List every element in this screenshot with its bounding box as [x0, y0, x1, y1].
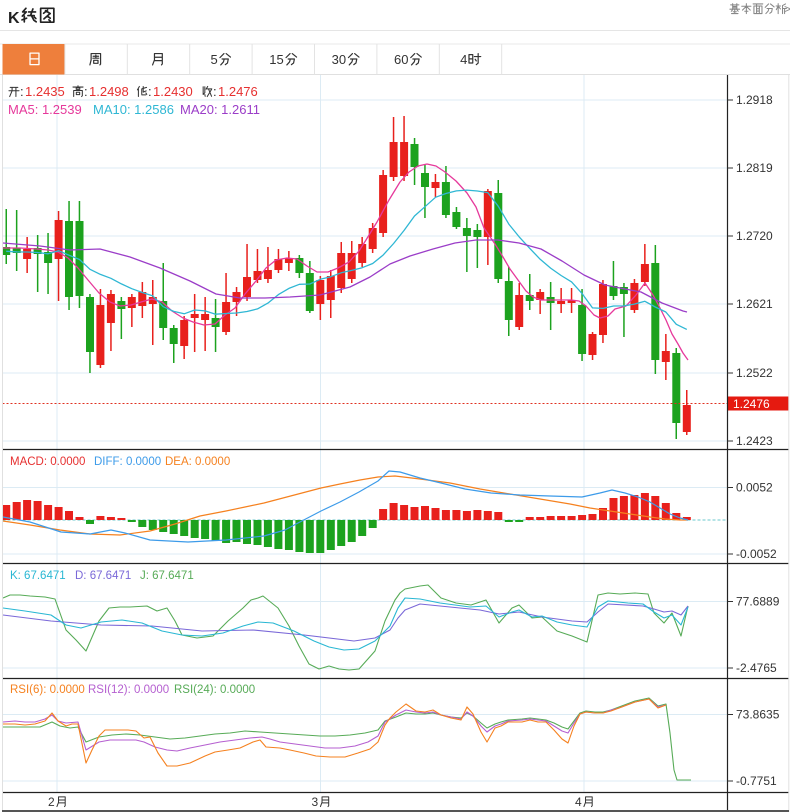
svg-text:K: 67.6471: K: 67.6471	[10, 570, 66, 582]
svg-text:>: >	[784, 2, 790, 16]
svg-text:-0.7751: -0.7751	[736, 774, 777, 788]
svg-text:RSI(24): 0.0000: RSI(24): 0.0000	[174, 684, 255, 696]
svg-text:1.2621: 1.2621	[736, 297, 773, 311]
svg-text:DIFF: 0.0000: DIFF: 0.0000	[94, 456, 161, 468]
svg-text:MACD: 0.0000: MACD: 0.0000	[10, 456, 85, 468]
svg-text:1.2430: 1.2430	[153, 84, 193, 99]
svg-text:1.2423: 1.2423	[736, 434, 773, 448]
svg-text::: :	[213, 84, 217, 99]
svg-text:4: 4	[460, 52, 467, 67]
svg-text:77.6889: 77.6889	[736, 595, 780, 609]
svg-text:60: 60	[394, 52, 408, 67]
svg-text:MA5: 1.2539: MA5: 1.2539	[8, 102, 82, 117]
svg-text:73.8635: 73.8635	[736, 708, 780, 722]
svg-text:MA20: 1.2611: MA20: 1.2611	[180, 102, 260, 117]
svg-text:2: 2	[48, 795, 55, 809]
svg-text:-2.4765: -2.4765	[736, 661, 777, 675]
svg-text::: :	[148, 84, 152, 99]
svg-text:J: 67.6471: J: 67.6471	[140, 570, 194, 582]
svg-text:-0.0052: -0.0052	[736, 547, 777, 561]
svg-text:5: 5	[211, 52, 218, 67]
svg-text:1.2498: 1.2498	[89, 84, 129, 99]
svg-text:D: 67.6471: D: 67.6471	[75, 570, 131, 582]
svg-text:DEA: 0.0000: DEA: 0.0000	[165, 456, 230, 468]
svg-text:MA10: 1.2586: MA10: 1.2586	[93, 102, 174, 117]
svg-text:K: K	[8, 10, 20, 27]
svg-text:1.2720: 1.2720	[736, 229, 773, 243]
svg-text:30: 30	[332, 52, 346, 67]
svg-text::: :	[84, 84, 88, 99]
svg-text::: :	[20, 84, 24, 99]
svg-text:RSI(12): 0.0000: RSI(12): 0.0000	[88, 684, 169, 696]
svg-text:RSI(6): 0.0000: RSI(6): 0.0000	[10, 684, 85, 696]
svg-text:0.0052: 0.0052	[736, 481, 773, 495]
svg-text:4: 4	[575, 795, 582, 809]
svg-text:1.2918: 1.2918	[736, 93, 773, 107]
svg-text:1.2435: 1.2435	[25, 84, 65, 99]
svg-text:1.2819: 1.2819	[736, 161, 773, 175]
svg-text:1.2522: 1.2522	[736, 366, 773, 380]
svg-text:1.2476: 1.2476	[733, 397, 770, 411]
svg-text:3: 3	[312, 795, 319, 809]
svg-text:15: 15	[269, 52, 283, 67]
svg-text:1.2476: 1.2476	[218, 84, 258, 99]
